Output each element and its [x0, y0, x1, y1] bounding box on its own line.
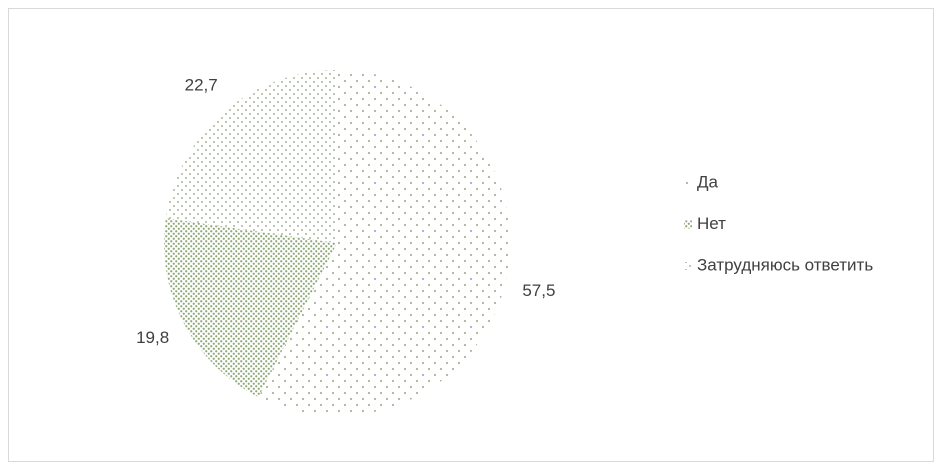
legend-marker [684, 262, 692, 270]
legend-label: Нет [697, 214, 726, 233]
legend-label: Да [697, 172, 719, 191]
pie-slice [164, 218, 337, 398]
data-label: 57,5 [522, 281, 555, 300]
pie-slice [165, 70, 337, 243]
legend-marker [684, 220, 692, 229]
data-label: 19,8 [136, 328, 169, 347]
data-label: 22,7 [185, 75, 218, 94]
pie-slice [258, 70, 510, 416]
legend-label: Затрудняюсь ответить [697, 255, 873, 274]
legend-marker [684, 179, 692, 187]
